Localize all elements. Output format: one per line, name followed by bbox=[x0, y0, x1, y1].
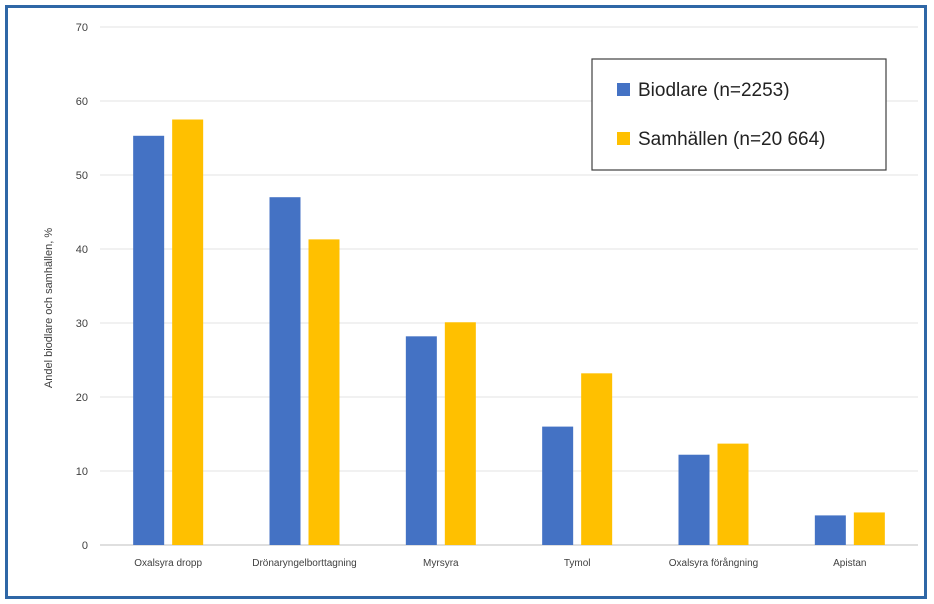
y-tick-labels: 0 10 20 30 40 50 60 70 bbox=[76, 22, 88, 552]
y-tick-label: 60 bbox=[76, 96, 88, 108]
bar-samhallen bbox=[308, 239, 340, 545]
x-category-labels: Oxalsyra dropp Drönaryngelborttagning Myrs… bbox=[134, 557, 866, 569]
x-category-label: Myrsyra bbox=[423, 558, 459, 569]
x-category-label: Drönaryngelborttagning bbox=[252, 558, 357, 569]
y-tick-label: 0 bbox=[82, 540, 88, 552]
bar-biodlare bbox=[269, 197, 301, 545]
legend: Biodlare (n=2253) Samhällen (n=20 664) bbox=[591, 58, 887, 171]
bars bbox=[133, 119, 885, 545]
bar-samhallen bbox=[717, 443, 749, 545]
x-category-label: Oxalsyra dropp bbox=[134, 558, 202, 569]
bar-samhallen bbox=[853, 512, 885, 545]
legend-swatch-samhallen bbox=[617, 132, 630, 145]
bar-chart: 0 10 20 30 40 50 60 70 Oxalsyra dropp Drönarynge… bbox=[43, 22, 918, 569]
y-tick-label: 40 bbox=[76, 244, 88, 256]
legend-label-biodlare: Biodlare (n=2253) bbox=[638, 80, 790, 101]
y-tick-label: 10 bbox=[76, 466, 88, 478]
bar-biodlare bbox=[133, 135, 165, 545]
chart-frame: 0 10 20 30 40 50 60 70 Oxalsyra dropp Drönarynge… bbox=[5, 5, 927, 599]
y-tick-label: 20 bbox=[76, 392, 88, 404]
y-tick-label: 50 bbox=[76, 170, 88, 182]
y-axis-label: Andel biodlare och samhällen, % bbox=[43, 228, 55, 388]
legend-label-samhallen: Samhällen (n=20 664) bbox=[638, 129, 826, 150]
gridlines bbox=[100, 26, 918, 472]
bar-biodlare bbox=[405, 336, 437, 545]
bar-biodlare bbox=[814, 515, 846, 545]
x-category-label: Tymol bbox=[564, 558, 591, 569]
legend-box bbox=[591, 58, 887, 171]
y-tick-label: 30 bbox=[76, 318, 88, 330]
x-category-label: Apistan bbox=[833, 558, 866, 569]
bar-biodlare bbox=[542, 426, 574, 545]
x-category-label: Oxalsyra förångning bbox=[669, 557, 759, 569]
bar-samhallen bbox=[581, 373, 613, 545]
legend-swatch-biodlare bbox=[617, 83, 630, 96]
bar-samhallen bbox=[444, 322, 476, 545]
bar-samhallen bbox=[172, 119, 204, 545]
bar-biodlare bbox=[678, 454, 710, 545]
y-tick-label: 70 bbox=[76, 22, 88, 34]
